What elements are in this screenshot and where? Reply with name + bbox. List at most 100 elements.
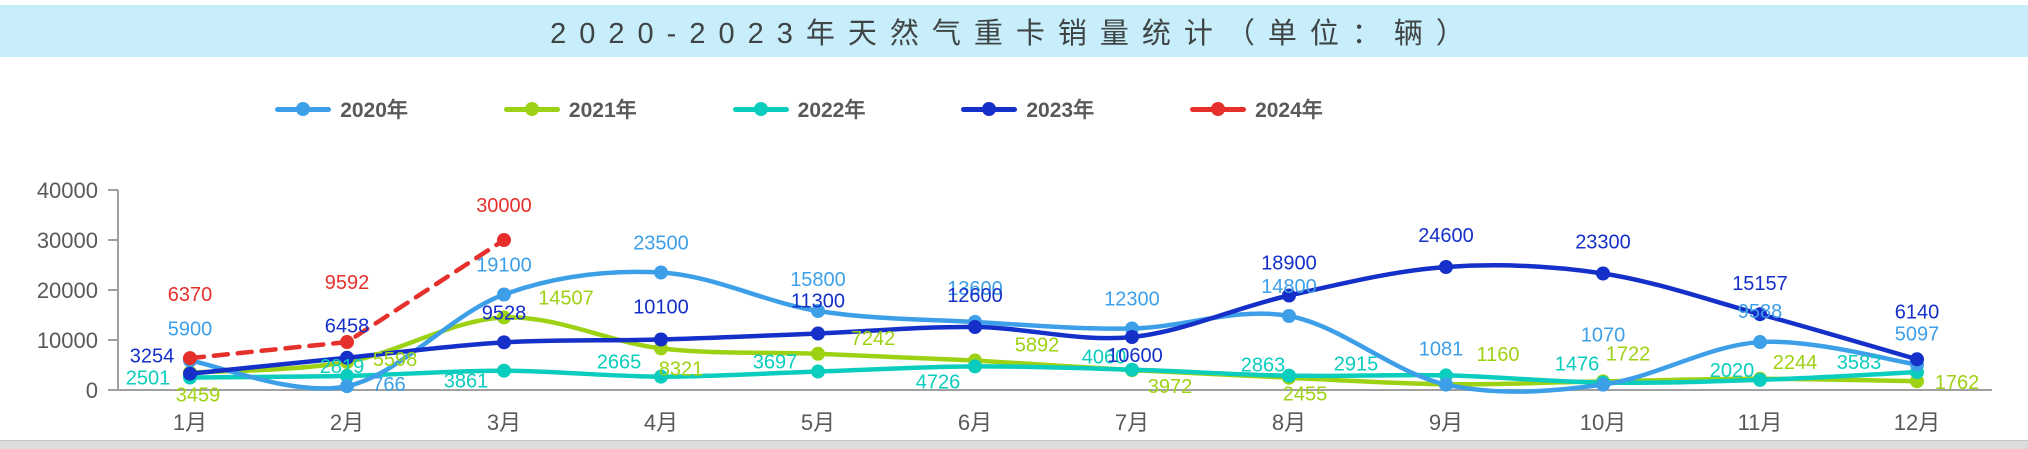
chart-legend: 2020年 2021年 2022年 2023年 2024年 <box>0 92 2028 126</box>
data-point-2023-4月 <box>654 332 668 347</box>
data-point-2020-10月 <box>1596 377 1610 392</box>
x-axis-label: 5月 <box>801 410 835 435</box>
value-label-2020-3月: 19100 <box>476 255 532 277</box>
data-point-2024-2月 <box>340 335 354 350</box>
legend-label: 2023年 <box>1026 99 1095 122</box>
value-label-2022-1月: 2501 <box>126 367 171 389</box>
legend-dot-icon <box>1211 102 1226 116</box>
value-label-2022-11月: 2020 <box>1710 360 1755 382</box>
value-label-2020-6月: 13600 <box>947 278 1003 300</box>
legend-item-2020[interactable]: 2020年 <box>275 94 408 124</box>
value-label-2021-11月: 2244 <box>1773 352 1818 374</box>
value-label-2020-12月: 5097 <box>1895 324 1940 346</box>
x-axis-label: 6月 <box>958 410 992 435</box>
value-label-2023-8月: 18900 <box>1261 253 1317 275</box>
y-axis-label: 10000 <box>37 328 98 353</box>
x-axis-label: 12月 <box>1894 410 1940 435</box>
legend-label: 2020年 <box>340 99 408 122</box>
value-label-2022-10月: 1476 <box>1555 354 1600 376</box>
window-edge-strip <box>0 440 2028 449</box>
x-axis-label: 10月 <box>1580 410 1626 435</box>
value-label-2024-1月: 6370 <box>168 284 213 306</box>
value-label-2021-3月: 14507 <box>538 287 594 309</box>
data-point-2023-2月 <box>340 350 354 365</box>
legend-dot-icon <box>296 102 311 116</box>
value-label-2022-6月: 4726 <box>916 371 961 393</box>
value-label-2023-3月: 9528 <box>482 302 527 324</box>
value-label-2024-3月: 30000 <box>476 195 532 217</box>
data-point-2022-3月 <box>497 363 511 378</box>
data-point-2023-10月 <box>1596 266 1610 281</box>
legend-line-dot-icon <box>503 102 560 116</box>
value-label-2020-10月: 1070 <box>1581 325 1626 347</box>
data-point-2021-5月 <box>811 346 825 361</box>
value-label-2020-11月: 9588 <box>1738 301 1783 323</box>
value-label-2022-8月: 2863 <box>1241 355 1286 377</box>
data-point-2020-8月 <box>1282 309 1296 323</box>
data-point-2020-9月 <box>1439 377 1453 392</box>
value-label-2022-2月: 2819 <box>320 356 365 378</box>
data-point-2023-7月 <box>1125 330 1139 344</box>
y-axis-label: 20000 <box>37 278 98 303</box>
data-point-2020-3月 <box>497 287 511 302</box>
legend-item-2023[interactable]: 2023年 <box>961 94 1094 124</box>
legend-line-dot-icon <box>275 102 332 116</box>
data-point-2020-5月 <box>811 304 825 318</box>
data-point-2022-7月 <box>1125 362 1139 377</box>
value-label-2021-9月: 1160 <box>1476 344 1519 366</box>
value-label-2023-9月: 24600 <box>1418 225 1474 247</box>
value-label-2020-5月: 15800 <box>790 269 846 291</box>
x-axis-label: 3月 <box>487 410 521 435</box>
data-point-2024-3月 <box>497 233 511 247</box>
value-label-2021-1月: 3459 <box>176 385 221 407</box>
value-label-2020-7月: 12300 <box>1104 289 1160 311</box>
x-axis-label: 11月 <box>1738 410 1783 435</box>
legend-line-dot-icon <box>732 102 789 116</box>
value-label-2021-8月: 2455 <box>1283 384 1328 406</box>
x-axis-label: 1月 <box>173 410 207 435</box>
value-label-2020-4月: 23500 <box>633 233 689 255</box>
legend-item-2024[interactable]: 2024年 <box>1190 94 1323 124</box>
legend-dot-icon <box>982 102 997 116</box>
data-point-2022-6月 <box>968 359 982 374</box>
value-label-2021-10月: 1722 <box>1606 343 1651 365</box>
line-2023 <box>187 263 1920 376</box>
value-label-2024-2月: 9592 <box>325 272 370 294</box>
value-label-2022-4月: 2665 <box>597 352 642 374</box>
legend-dot-icon <box>524 102 539 116</box>
value-label-2023-11月: 15157 <box>1732 273 1788 295</box>
legend-label: 2022年 <box>797 99 866 122</box>
value-label-2023-6月: 12600 <box>947 285 1003 307</box>
legend-line-dot-icon <box>1190 102 1247 116</box>
sales-line-chart: 0 10000 20000 30000 40000 1月 2月 3月 4月 5月 6月 7月 8月 9月 1… <box>37 178 1992 435</box>
data-point-2020-4月 <box>654 265 668 280</box>
legend-label: 2021年 <box>568 99 637 122</box>
value-label-2021-7月: 3972 <box>1148 376 1193 398</box>
value-label-2022-7月: 4060 <box>1082 347 1127 369</box>
value-label-2023-2月: 6458 <box>325 316 370 338</box>
data-point-2022-8月 <box>1282 368 1296 383</box>
value-label-2020-1月: 5900 <box>168 319 213 341</box>
value-label-2022-5月: 3697 <box>753 352 798 374</box>
legend-item-2022[interactable]: 2022年 <box>732 94 866 124</box>
x-axis-label: 9月 <box>1429 410 1463 435</box>
data-point-2023-3月 <box>497 335 511 350</box>
value-label-2020-2月: 766 <box>372 374 405 396</box>
x-axis-label: 4月 <box>644 410 678 435</box>
x-axis-label: 2月 <box>330 410 364 435</box>
data-point-2024-1月 <box>183 351 197 366</box>
data-point-2023-9月 <box>1439 260 1453 274</box>
legend-dot-icon <box>753 102 768 116</box>
legend-item-2021[interactable]: 2021年 <box>503 94 637 124</box>
value-label-2022-9月: 2915 <box>1334 353 1379 375</box>
value-label-2023-12月: 6140 <box>1895 301 1940 323</box>
data-point-2023-6月 <box>968 320 982 334</box>
legend-line-dot-icon <box>961 102 1018 116</box>
data-point-2023-8月 <box>1282 288 1296 303</box>
data-point-2022-5月 <box>811 364 825 379</box>
data-point-2023-5月 <box>811 326 825 341</box>
value-label-2021-4月: 8321 <box>659 358 704 380</box>
data-point-2023-11月 <box>1753 307 1767 322</box>
legend-label: 2024年 <box>1255 99 1323 122</box>
